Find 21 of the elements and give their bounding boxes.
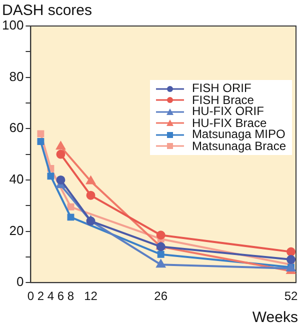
legend-label: FISH Brace (192, 92, 254, 106)
y-tick-label: 80 (9, 68, 24, 84)
y-tick-label: 100 (2, 18, 24, 33)
y-tick-label: 60 (9, 120, 24, 136)
x-tick-label: 8 (67, 289, 74, 304)
x-tick-label: 4 (47, 289, 54, 304)
x-tick-label: 12 (84, 289, 98, 304)
x-tick-label: 26 (154, 289, 168, 304)
y-axis-title: DASH scores (2, 2, 92, 19)
y-tick-label: 20 (9, 222, 24, 238)
y-tick-label: 40 (9, 172, 24, 187)
legend-label: Matsunaga MIPO (192, 127, 286, 141)
x-tick-label: 0 (27, 289, 34, 304)
y-tick-label: 0 (16, 274, 24, 290)
x-axis-title: Weeks (252, 309, 298, 326)
x-tick-label: 52 (284, 289, 298, 304)
x-tick-label: 6 (57, 289, 64, 304)
legend-label: HU-FIX ORIF (192, 104, 264, 118)
x-tick-label: 2 (37, 289, 44, 304)
legend-label: HU-FIX Brace (192, 116, 267, 130)
legend-label: FISH ORIF (192, 81, 252, 95)
